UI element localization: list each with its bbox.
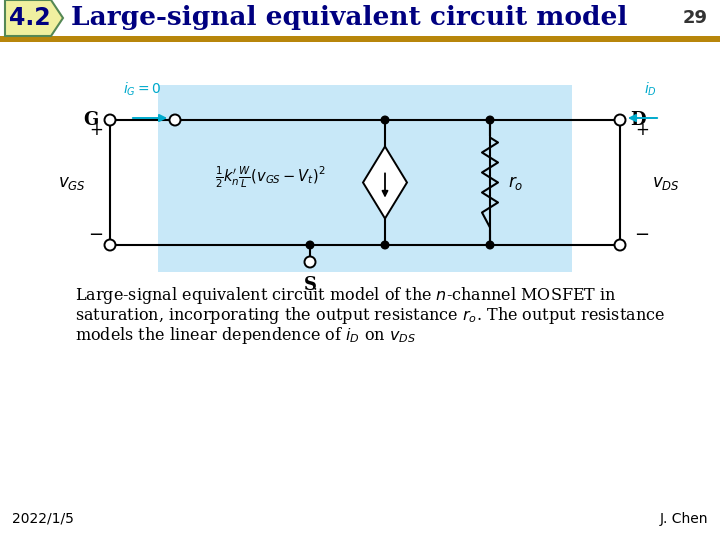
Text: G: G — [83, 111, 98, 129]
Text: $r_o$: $r_o$ — [508, 173, 523, 192]
Text: models the linear dependence of $i_D$ on $v_{DS}$: models the linear dependence of $i_D$ on… — [75, 325, 416, 346]
Text: $i_G = 0$: $i_G = 0$ — [123, 80, 162, 98]
Bar — [0, 0, 720, 42]
Text: $v_{GS}$: $v_{GS}$ — [58, 173, 86, 192]
Circle shape — [104, 114, 115, 125]
Circle shape — [486, 116, 494, 124]
Text: 4.2: 4.2 — [9, 6, 51, 30]
Text: $\frac{1}{2}k_n^{\prime}\frac{W}{L}(v_{GS}-V_t)^2$: $\frac{1}{2}k_n^{\prime}\frac{W}{L}(v_{G… — [215, 165, 325, 190]
Text: 29: 29 — [683, 9, 708, 27]
Bar — [158, 85, 572, 272]
Text: $v_{DS}$: $v_{DS}$ — [652, 173, 680, 192]
Circle shape — [614, 240, 626, 251]
Text: saturation, incorporating the output resistance $r_o$. The output resistance: saturation, incorporating the output res… — [75, 305, 665, 326]
Text: D: D — [630, 111, 646, 129]
Text: S: S — [304, 276, 317, 294]
Text: Large-signal equivalent circuit model: Large-signal equivalent circuit model — [71, 5, 627, 30]
Text: −: − — [89, 226, 104, 244]
Circle shape — [381, 241, 389, 249]
Polygon shape — [5, 0, 63, 36]
Circle shape — [305, 256, 315, 267]
Text: +: + — [89, 121, 103, 139]
Circle shape — [614, 114, 626, 125]
Text: J. Chen: J. Chen — [660, 512, 708, 526]
Bar — [0, 36, 720, 42]
Text: Large-signal equivalent circuit model of the $n$-channel MOSFET in: Large-signal equivalent circuit model of… — [75, 285, 616, 306]
Circle shape — [486, 241, 494, 249]
Circle shape — [306, 241, 314, 249]
Text: 2022/1/5: 2022/1/5 — [12, 512, 74, 526]
Circle shape — [169, 114, 181, 125]
Text: $i_D$: $i_D$ — [644, 80, 657, 98]
Text: −: − — [634, 226, 649, 244]
Circle shape — [381, 116, 389, 124]
Text: +: + — [635, 121, 649, 139]
Polygon shape — [363, 146, 407, 219]
Circle shape — [104, 240, 115, 251]
